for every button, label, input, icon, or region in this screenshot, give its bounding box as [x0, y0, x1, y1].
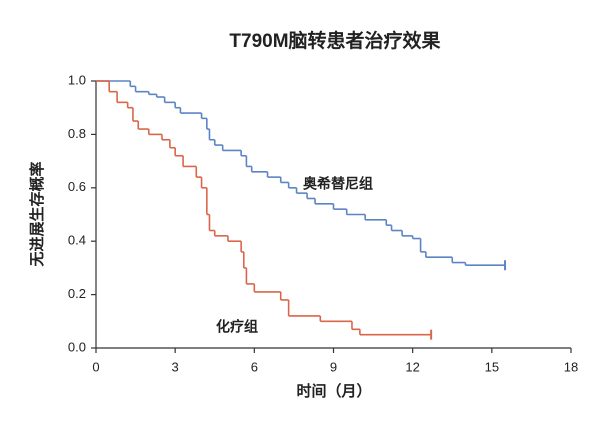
y-tick-label: 0.0: [68, 339, 86, 354]
series-label: 奥希替尼组: [303, 176, 373, 192]
x-tick-label: 18: [564, 359, 578, 374]
y-tick-label: 0.2: [68, 286, 86, 301]
x-tick-label: 6: [251, 359, 258, 374]
y-tick-label: 1.0: [68, 72, 86, 87]
series-label: 化疗组: [216, 319, 258, 335]
y-tick-label: 0.4: [68, 233, 86, 248]
x-tick-label: 15: [485, 359, 499, 374]
x-tick-label: 9: [330, 359, 337, 374]
chart-title: T790M脑转患者治疗效果: [229, 29, 440, 52]
y-tick-label: 0.8: [68, 126, 86, 141]
y-axis-label: 无进展生存概率: [28, 161, 46, 267]
x-tick-label: 0: [92, 359, 99, 374]
x-axis-label: 时间（月）: [296, 382, 371, 400]
x-tick-label: 12: [405, 359, 419, 374]
x-tick-label: 3: [172, 359, 179, 374]
y-tick-label: 0.6: [68, 179, 86, 194]
